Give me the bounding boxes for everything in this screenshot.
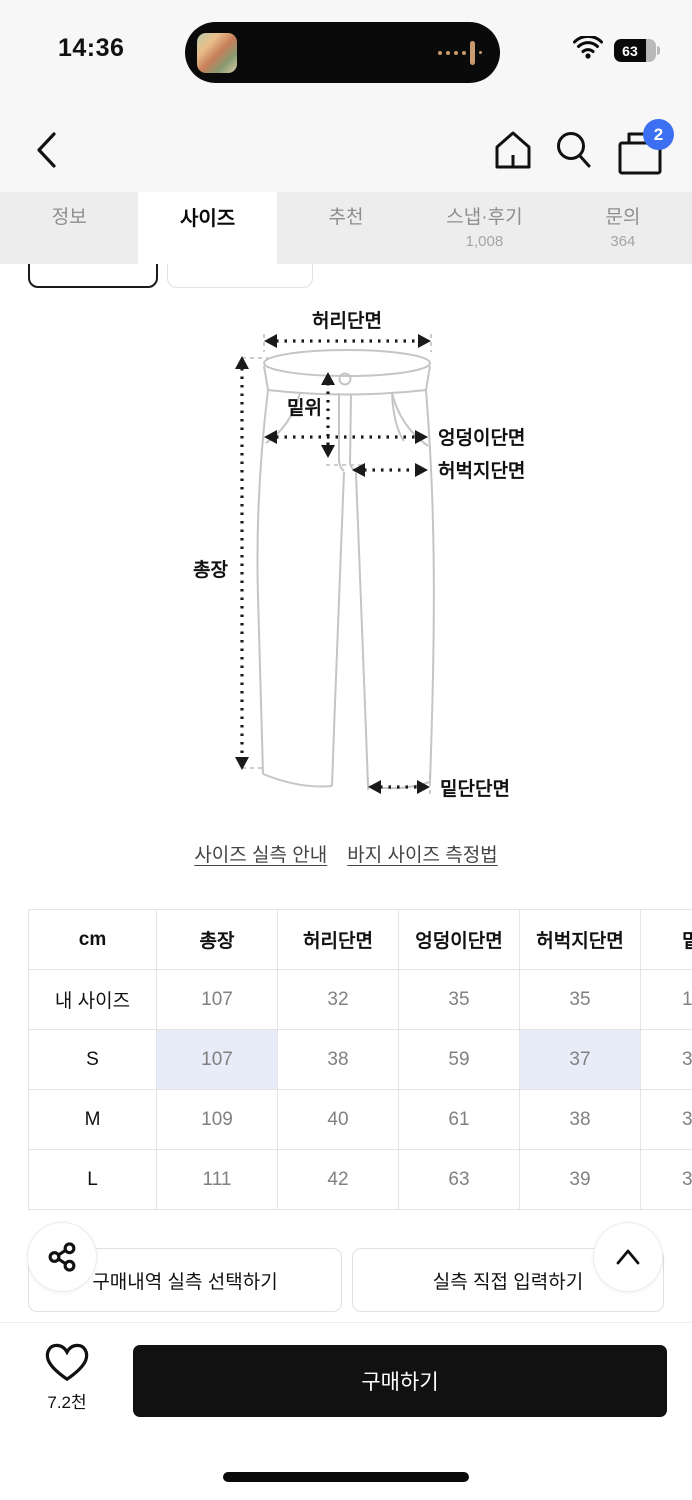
cell: 35 (519, 969, 641, 1030)
table-row-my-size: 내 사이즈 107 32 35 35 1 (28, 969, 692, 1030)
bottom-bar: 7.2천 구매하기 (0, 1322, 692, 1500)
tab-snap-reviews[interactable]: 스냅·후기 1,008 (446, 207, 523, 250)
snap-review-count: 1,008 (465, 232, 504, 250)
scroll-to-top-button[interactable] (593, 1222, 663, 1292)
cell: 3 (640, 1149, 692, 1210)
row-label: S (28, 1029, 157, 1090)
like-button[interactable]: 7.2천 (36, 1341, 98, 1413)
back-button[interactable] (34, 128, 60, 175)
col-header-rise: 밑 (640, 909, 692, 970)
cell: 111 (156, 1149, 278, 1210)
home-indicator (223, 1472, 469, 1482)
dynamic-island (185, 22, 500, 83)
navbar: 2 (0, 118, 692, 188)
rise-label: 밑위 (287, 397, 322, 419)
col-header-thigh: 허벅지단면 (519, 909, 641, 970)
cell: 40 (277, 1089, 399, 1150)
like-count: 7.2천 (47, 1393, 87, 1412)
col-header-waist: 허리단면 (277, 909, 399, 970)
tab-bar: 정보 사이즈 추천 스냅·후기 1,008 문의 364 (0, 192, 692, 264)
cell: 61 (398, 1089, 520, 1150)
cell: 59 (398, 1029, 520, 1090)
status-nav-header: 14:36 63 (0, 0, 692, 192)
table-row-l: L 111 42 63 39 3 (28, 1149, 692, 1210)
size-measure-guide-link[interactable]: 사이즈 실측 안내 (194, 845, 328, 866)
cell: 3 (640, 1089, 692, 1150)
table-row-s: S 107 38 59 37 3 (28, 1029, 692, 1090)
cell: 38 (277, 1029, 399, 1090)
tab-info[interactable]: 정보 (51, 207, 87, 228)
table-row-m: M 109 40 61 38 3 (28, 1089, 692, 1150)
cell-highlighted: 37 (519, 1029, 641, 1090)
pants-measure-method-link[interactable]: 바지 사이즈 측정법 (347, 845, 498, 866)
cell: 107 (156, 969, 278, 1030)
size-table[interactable]: cm 총장 허리단면 엉덩이단면 허벅지단면 밑 내 사이즈 107 32 35… (28, 909, 692, 1211)
clock: 14:36 (58, 34, 125, 62)
row-label: L (28, 1149, 157, 1210)
pants-measurement-diagram: 허리단면 밑위 엉덩이단면 허벅지단면 총장 밑단단면 (193, 310, 525, 800)
share-icon (48, 1242, 76, 1272)
buy-button[interactable]: 구매하기 (133, 1345, 667, 1417)
cell: 109 (156, 1089, 278, 1150)
tab-recommend[interactable]: 추천 (328, 207, 364, 228)
chevron-up-icon (616, 1249, 640, 1265)
col-header-length: 총장 (156, 909, 278, 970)
total-length-label: 총장 (193, 559, 228, 581)
hem-width-label: 밑단단면 (440, 778, 510, 800)
tab-size[interactable]: 사이즈 (138, 192, 277, 264)
cell: 39 (519, 1149, 641, 1210)
hip-width-label: 엉덩이단면 (438, 427, 525, 449)
waist-width-label: 허리단면 (312, 310, 382, 332)
cell: 3 (640, 1029, 692, 1090)
battery-percent: 63 (614, 39, 646, 62)
audio-waveform-icon (438, 40, 482, 65)
now-playing-artwork (197, 32, 237, 73)
cell: 42 (277, 1149, 399, 1210)
wifi-icon (572, 34, 604, 65)
size-table-header-row: cm 총장 허리단면 엉덩이단면 허벅지단면 밑 (28, 909, 692, 970)
cell: 32 (277, 969, 399, 1030)
battery-icon: 63 (614, 39, 660, 62)
cell: 35 (398, 969, 520, 1030)
share-button[interactable] (27, 1222, 97, 1292)
home-button[interactable] (492, 128, 534, 175)
size-chip[interactable] (167, 264, 313, 288)
cell: 63 (398, 1149, 520, 1210)
status-icons: 63 (572, 34, 660, 65)
cell: 38 (519, 1089, 641, 1150)
col-header-cm: cm (28, 909, 157, 970)
thigh-width-label: 허벅지단면 (438, 460, 525, 482)
size-chip-selected[interactable] (28, 264, 158, 288)
size-guide-links: 사이즈 실측 안내 바지 사이즈 측정법 (0, 840, 692, 867)
heart-icon (45, 1343, 89, 1382)
col-header-hip: 엉덩이단면 (398, 909, 520, 970)
cart-button[interactable]: 2 (616, 119, 674, 179)
tab-inquiry[interactable]: 문의 364 (605, 207, 641, 250)
cell: 1 (640, 969, 692, 1030)
cell-highlighted: 107 (156, 1029, 278, 1090)
cart-badge: 2 (643, 119, 674, 150)
search-button[interactable] (552, 128, 594, 175)
inquiry-count: 364 (610, 232, 636, 250)
row-label: 내 사이즈 (28, 969, 157, 1030)
row-label: M (28, 1089, 157, 1150)
size-chip-row (0, 264, 692, 290)
